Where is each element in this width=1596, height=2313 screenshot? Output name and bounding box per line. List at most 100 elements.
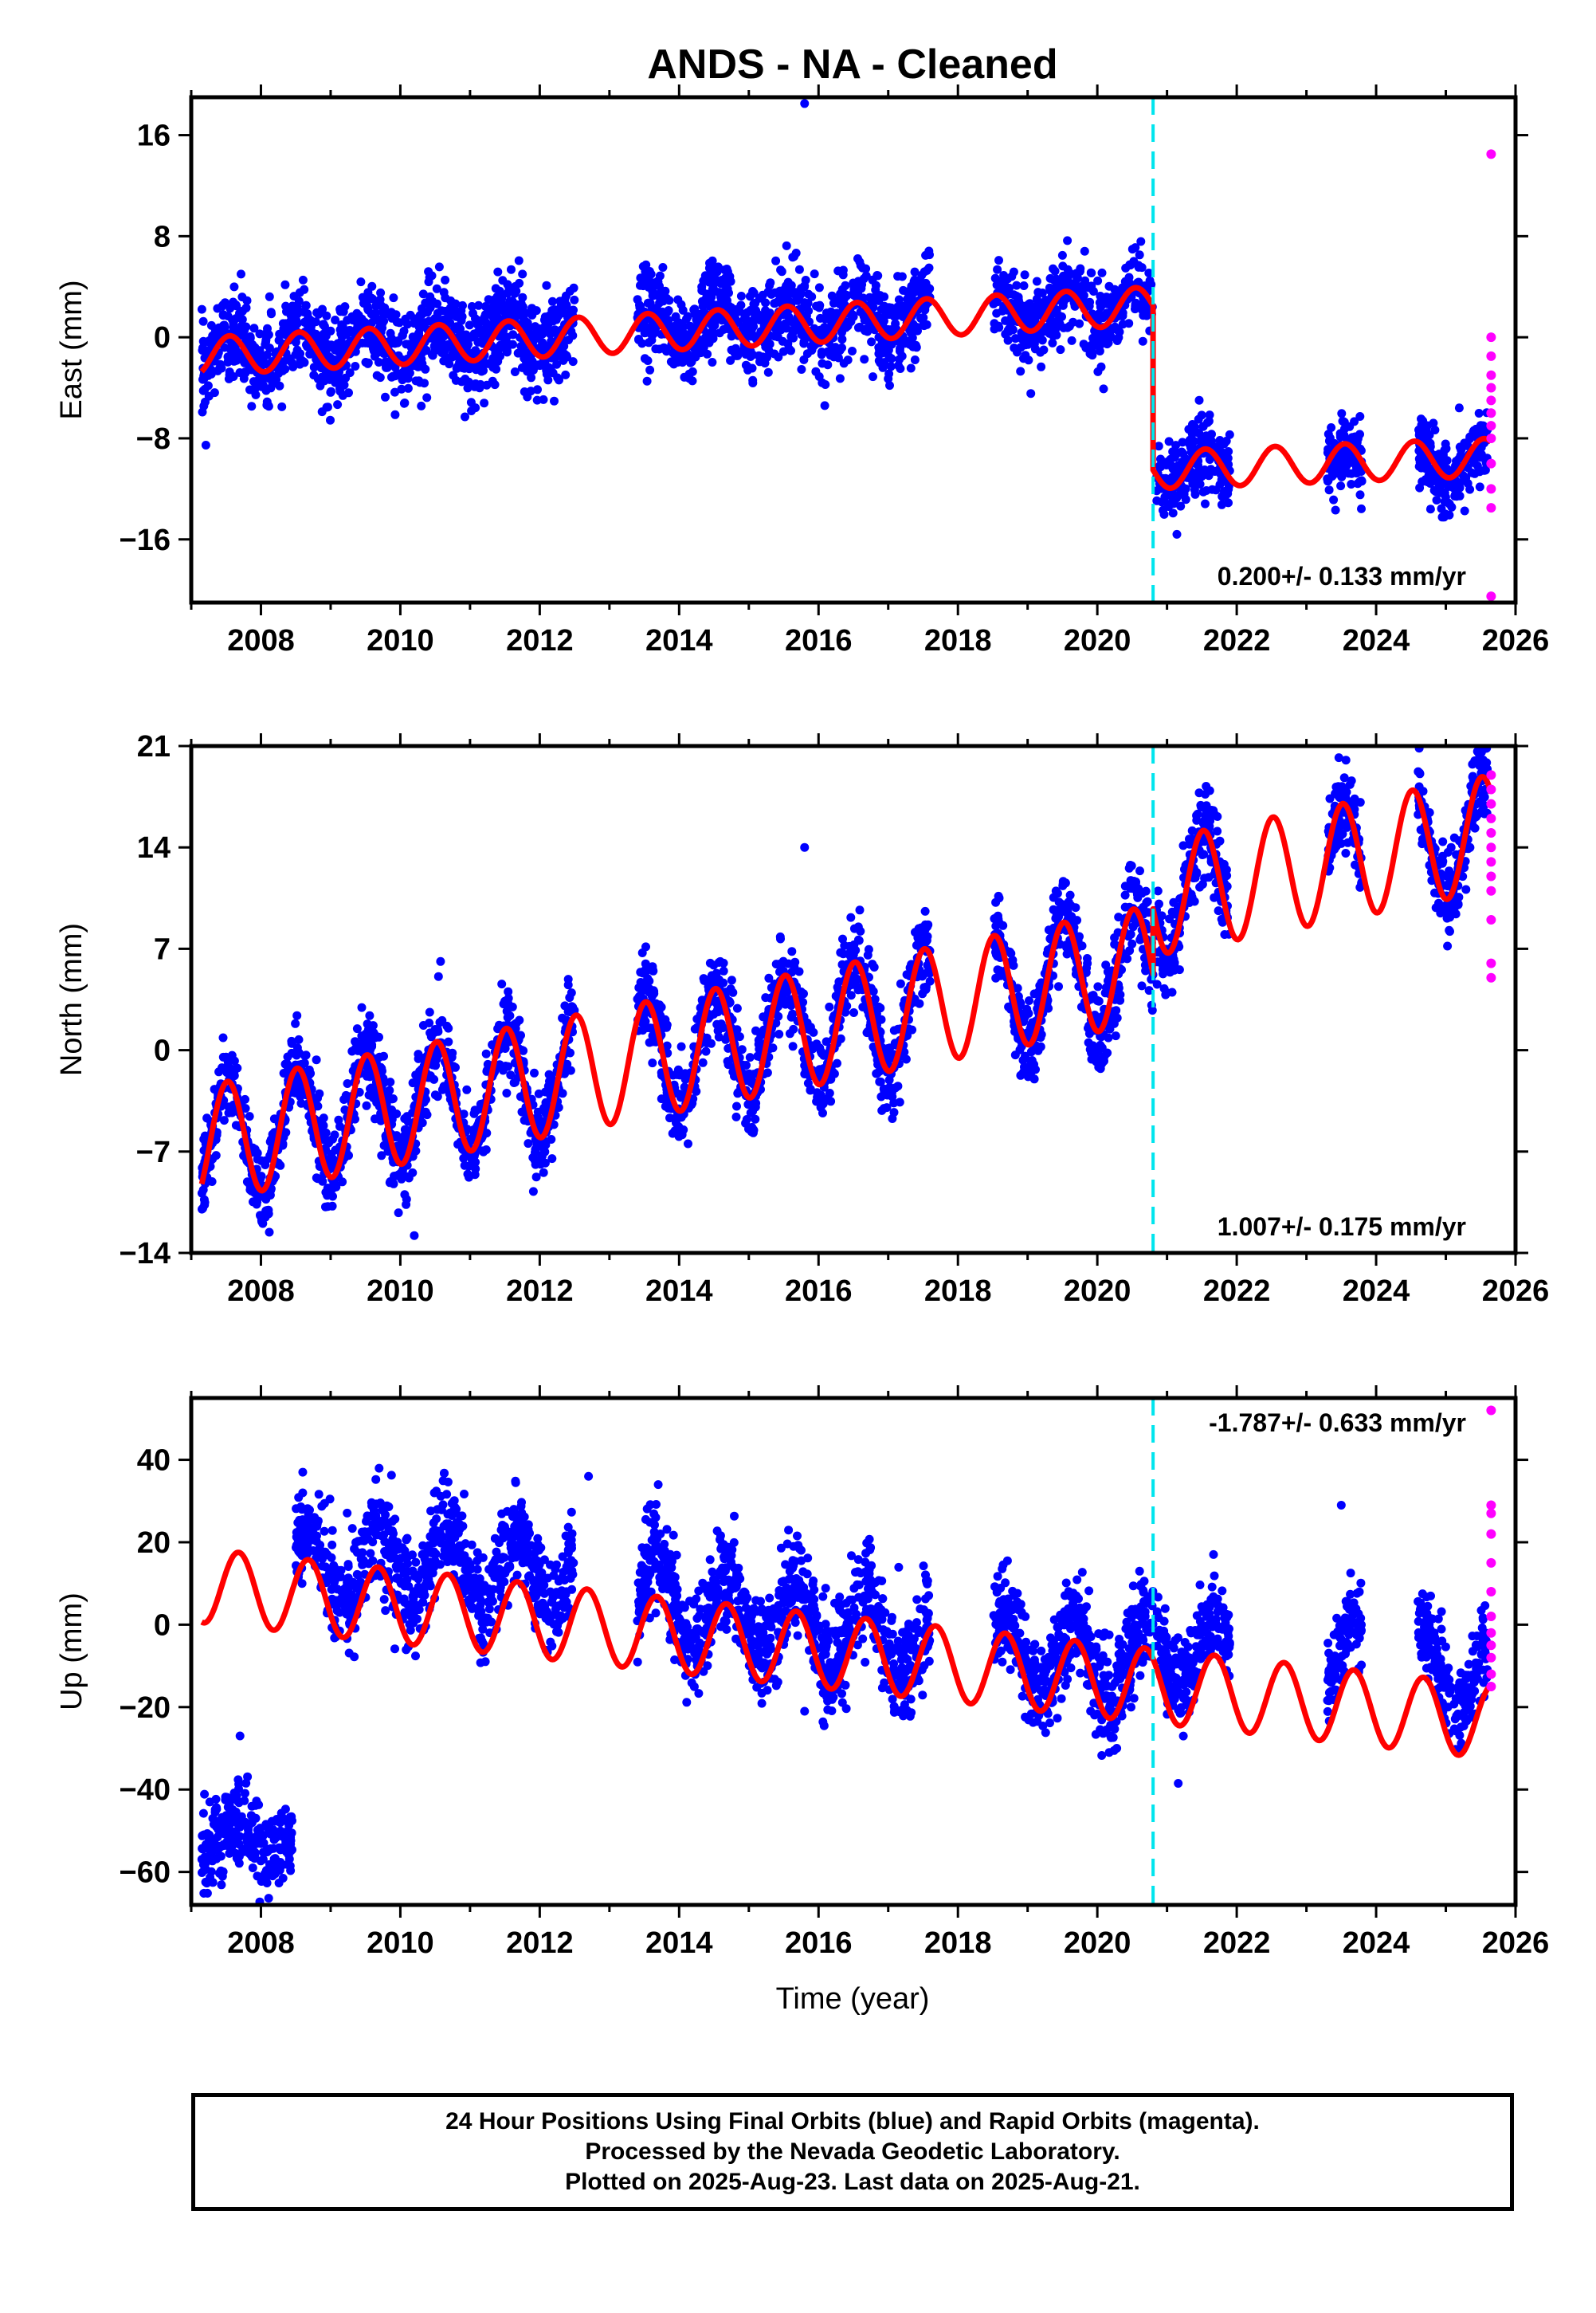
final-point <box>503 1013 512 1023</box>
final-point <box>488 354 498 363</box>
final-point <box>723 1060 733 1070</box>
final-point <box>564 336 573 344</box>
x-tick-label: 2010 <box>367 624 434 658</box>
final-point <box>377 1151 386 1160</box>
final-point <box>1323 430 1333 439</box>
final-point <box>508 330 518 340</box>
final-point <box>356 277 366 287</box>
final-point <box>922 265 931 275</box>
y-tick-label: 16 <box>137 120 171 153</box>
final-point <box>231 326 241 336</box>
final-point <box>853 985 863 995</box>
final-point <box>751 1026 760 1035</box>
final-point <box>1001 316 1010 325</box>
final-point <box>502 1089 512 1098</box>
final-point <box>495 1020 504 1030</box>
final-point <box>1031 304 1041 313</box>
final-point <box>229 372 238 381</box>
final-point <box>1093 276 1103 285</box>
final-point <box>1194 467 1203 477</box>
final-point <box>640 1016 649 1026</box>
final-point <box>331 1180 340 1189</box>
final-point <box>895 347 904 355</box>
final-point <box>313 1102 323 1111</box>
final-point <box>1211 485 1221 495</box>
final-point <box>685 321 695 331</box>
final-point <box>721 300 731 309</box>
final-point <box>333 339 343 348</box>
final-point <box>874 296 884 305</box>
final-point <box>682 314 691 324</box>
final-point <box>820 401 829 410</box>
final-point <box>337 320 347 329</box>
final-point <box>1136 237 1146 246</box>
final-point <box>1037 362 1046 371</box>
final-point <box>425 316 434 326</box>
final-point <box>1179 489 1189 499</box>
final-point <box>466 398 476 407</box>
x-tick-label: 2008 <box>227 624 295 658</box>
final-point <box>799 337 809 347</box>
panels-group: 2008 2010 2012 2014 2016 2018 2020 2022 2024 2026… <box>55 84 1549 1960</box>
final-point <box>433 1092 442 1102</box>
final-point <box>905 325 914 335</box>
final-point <box>547 1135 556 1144</box>
final-point <box>357 1003 367 1012</box>
final-point <box>300 285 309 294</box>
final-point <box>306 1069 316 1078</box>
final-point <box>1335 455 1344 464</box>
final-point <box>884 351 894 361</box>
final-point <box>920 301 930 311</box>
final-point <box>885 381 894 391</box>
final-point <box>493 346 503 355</box>
final-point <box>645 365 655 375</box>
final-point <box>1324 485 1334 495</box>
final-point <box>1350 417 1359 426</box>
final-point <box>761 298 771 308</box>
final-point <box>823 360 833 370</box>
final-point <box>463 383 473 393</box>
final-point <box>223 356 233 366</box>
final-point <box>372 371 382 380</box>
final-point <box>326 353 335 363</box>
final-point <box>1003 336 1013 345</box>
final-point <box>1475 482 1484 492</box>
final-point <box>249 1188 259 1197</box>
final-point <box>861 271 871 281</box>
rapid-point <box>1486 408 1496 418</box>
final-point <box>703 349 712 359</box>
final-point <box>1355 412 1365 421</box>
final-point <box>722 324 731 333</box>
rapid-point <box>1486 395 1496 406</box>
final-point <box>863 950 873 960</box>
final-point <box>528 1187 538 1196</box>
final-point <box>638 1026 648 1035</box>
final-point <box>552 359 562 369</box>
final-point <box>868 960 877 969</box>
final-point <box>791 288 801 297</box>
final-point <box>727 305 737 315</box>
final-point <box>504 340 513 350</box>
final-point <box>775 286 785 296</box>
final-point <box>787 1012 797 1022</box>
final-point <box>1450 490 1460 499</box>
final-point <box>1084 283 1094 293</box>
x-tick-label: 2018 <box>924 624 992 658</box>
final-point <box>758 355 767 365</box>
final-point <box>282 307 291 316</box>
final-point <box>785 1029 794 1039</box>
final-point <box>222 1052 231 1062</box>
final-point <box>311 317 320 327</box>
x-tick-label: 2016 <box>785 624 853 658</box>
final-point <box>1058 298 1068 308</box>
final-point <box>506 1070 516 1080</box>
final-point <box>851 945 861 955</box>
final-point <box>1178 438 1187 447</box>
final-point <box>668 1129 677 1138</box>
final-point <box>664 306 673 316</box>
final-point <box>747 350 757 359</box>
final-point <box>312 1173 321 1183</box>
final-point <box>301 1050 311 1060</box>
final-point <box>664 1101 673 1110</box>
velocity-rate-label: 0.200+/- 0.133 mm/yr <box>1218 562 1466 591</box>
